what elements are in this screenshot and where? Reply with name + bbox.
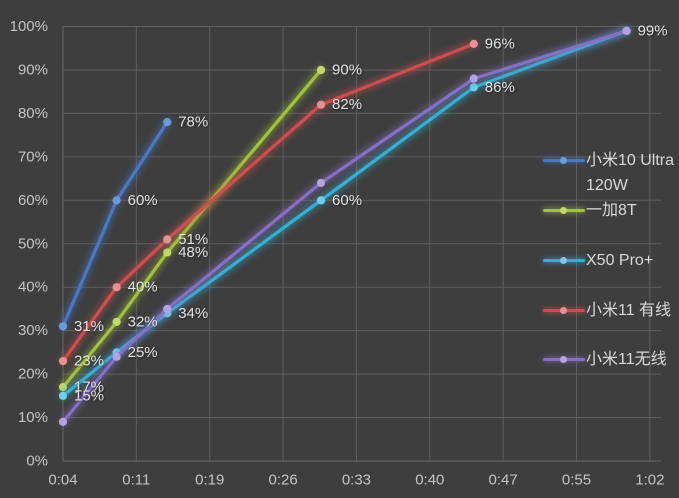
y-tick-label: 100% bbox=[10, 18, 48, 35]
data-label-mi-10-ultra-120w: 78% bbox=[178, 114, 208, 131]
legend-line-marker-icon bbox=[543, 148, 585, 173]
y-tick-label: 30% bbox=[18, 322, 48, 339]
y-tick-label: 90% bbox=[18, 61, 48, 78]
data-label-x50-pro-plus: 34% bbox=[178, 305, 208, 322]
data-point-marker-mi-10-ultra-120w bbox=[163, 117, 172, 127]
legend-label: 小米11 有线 bbox=[586, 302, 672, 319]
data-point-marker-oneplus-8t bbox=[112, 317, 121, 327]
data-point-marker-x50-pro-plus bbox=[58, 391, 68, 400]
data-point-marker-mi-11-wired bbox=[58, 356, 68, 366]
y-axis-tick-labels: 0% 10% 20% 30% 40% 50% 60% 70% 80% 90% 100% bbox=[10, 18, 48, 470]
data-label-mi-11-wired: 23% bbox=[74, 353, 104, 370]
legend-label: 小米11无线 bbox=[586, 351, 667, 368]
data-point-marker-mi-11-wireless bbox=[316, 178, 326, 188]
legend-item-x50-pro-plus: X50 Pro+ bbox=[543, 248, 653, 273]
data-label-x50-pro-plus: 99% bbox=[638, 22, 668, 39]
data-point-marker-mi-11-wired bbox=[163, 235, 172, 244]
data-label-mi-11-wired: 51% bbox=[178, 231, 208, 248]
y-tick-label: 80% bbox=[18, 105, 48, 122]
series-line-oneplus-8t bbox=[61, 68, 323, 389]
series-mi-11-wireless bbox=[58, 26, 632, 427]
data-point-marker-mi-11-wireless bbox=[112, 352, 121, 361]
x-tick-label: 0:47 bbox=[489, 472, 518, 489]
data-labels: 31% 60% 78% 17% 32% 48% 90% 15% 25% 34% 60% 86% 99% 2… bbox=[74, 22, 668, 404]
series-mi-11-wired bbox=[58, 39, 479, 366]
legend-label: 一加8T bbox=[586, 202, 637, 219]
data-point-marker-x50-pro-plus bbox=[316, 196, 326, 205]
x-tick-label: 0:55 bbox=[562, 472, 591, 489]
y-tick-label: 50% bbox=[18, 235, 48, 252]
data-label-mi-11-wired: 82% bbox=[332, 96, 362, 113]
legend-item-mi-11-wired: 小米11 有线 bbox=[543, 298, 671, 323]
legend-item-oneplus-8t: 一加8T bbox=[543, 198, 637, 223]
series-line-mi-11-wireless bbox=[61, 29, 629, 424]
y-tick-label: 70% bbox=[18, 148, 48, 165]
data-label-x50-pro-plus: 60% bbox=[332, 192, 362, 209]
y-tick-label: 0% bbox=[26, 453, 48, 470]
y-tick-label: 40% bbox=[18, 279, 48, 296]
x-tick-label: 0:33 bbox=[342, 472, 371, 489]
data-point-marker-mi-11-wireless bbox=[622, 26, 631, 35]
y-tick-label: 20% bbox=[18, 366, 48, 383]
data-point-marker-oneplus-8t bbox=[163, 248, 172, 257]
x-axis-tick-labels: 0:04 0:11 0:19 0:26 0:33 0:40 0:47 0:55 1:02 bbox=[48, 472, 664, 489]
series-line-x50-pro-plus bbox=[61, 29, 629, 398]
legend-line-marker-icon bbox=[543, 298, 585, 323]
x-tick-label: 0:04 bbox=[48, 472, 77, 489]
data-label-oneplus-8t: 32% bbox=[128, 313, 158, 330]
data-label-x50-pro-plus: 86% bbox=[485, 79, 515, 96]
legend-line-marker-icon bbox=[543, 347, 585, 372]
data-label-mi-11-wired: 40% bbox=[128, 279, 158, 296]
legend-label: 小米10 Ultra 120W bbox=[586, 152, 675, 194]
y-tick-label: 10% bbox=[18, 409, 48, 426]
series-oneplus-8t bbox=[58, 65, 326, 392]
data-point-marker-mi-11-wireless bbox=[163, 304, 172, 314]
data-point-marker-mi-10-ultra-120w bbox=[58, 322, 68, 331]
x-tick-label: 0:19 bbox=[195, 472, 224, 489]
data-point-marker-mi-11-wired bbox=[112, 283, 121, 292]
data-label-oneplus-8t: 48% bbox=[178, 244, 208, 261]
data-label-x50-pro-plus: 15% bbox=[74, 387, 104, 404]
legend-item-mi-10-ultra-120w: 小米10 Ultra 120W bbox=[543, 148, 674, 198]
x-tick-label: 1:02 bbox=[635, 472, 664, 489]
data-point-marker-mi-11-wireless bbox=[469, 74, 478, 83]
data-point-marker-mi-11-wired bbox=[469, 39, 478, 48]
data-point-marker-mi-11-wireless bbox=[58, 417, 68, 426]
x-tick-label: 0:40 bbox=[415, 472, 444, 489]
legend-line-marker-icon bbox=[543, 248, 585, 273]
legend-item-mi-11-wireless: 小米11无线 bbox=[543, 347, 667, 372]
series-mi-10-ultra-120w bbox=[58, 117, 172, 331]
legend-label: X50 Pro+ bbox=[586, 252, 654, 269]
x-tick-label: 0:11 bbox=[122, 472, 150, 489]
x-tick-label: 0:26 bbox=[268, 472, 297, 489]
y-tick-label: 60% bbox=[18, 192, 48, 209]
data-point-marker-mi-11-wired bbox=[316, 100, 326, 109]
data-label-oneplus-8t: 17% bbox=[74, 379, 104, 396]
data-point-marker-mi-10-ultra-120w bbox=[112, 196, 121, 205]
data-label-oneplus-8t: 90% bbox=[332, 61, 362, 78]
data-label-x50-pro-plus: 25% bbox=[128, 344, 158, 361]
data-label-mi-11-wired: 96% bbox=[485, 35, 515, 52]
legend-line-marker-icon bbox=[543, 198, 585, 223]
data-point-marker-oneplus-8t bbox=[316, 65, 326, 75]
chart-legend: 小米10 Ultra 120W 一加8T X50 Pro+ 小米11 有线 小米11无线 bbox=[543, 148, 679, 388]
data-label-mi-10-ultra-120w: 60% bbox=[128, 192, 158, 209]
data-label-mi-10-ultra-120w: 31% bbox=[74, 318, 104, 335]
